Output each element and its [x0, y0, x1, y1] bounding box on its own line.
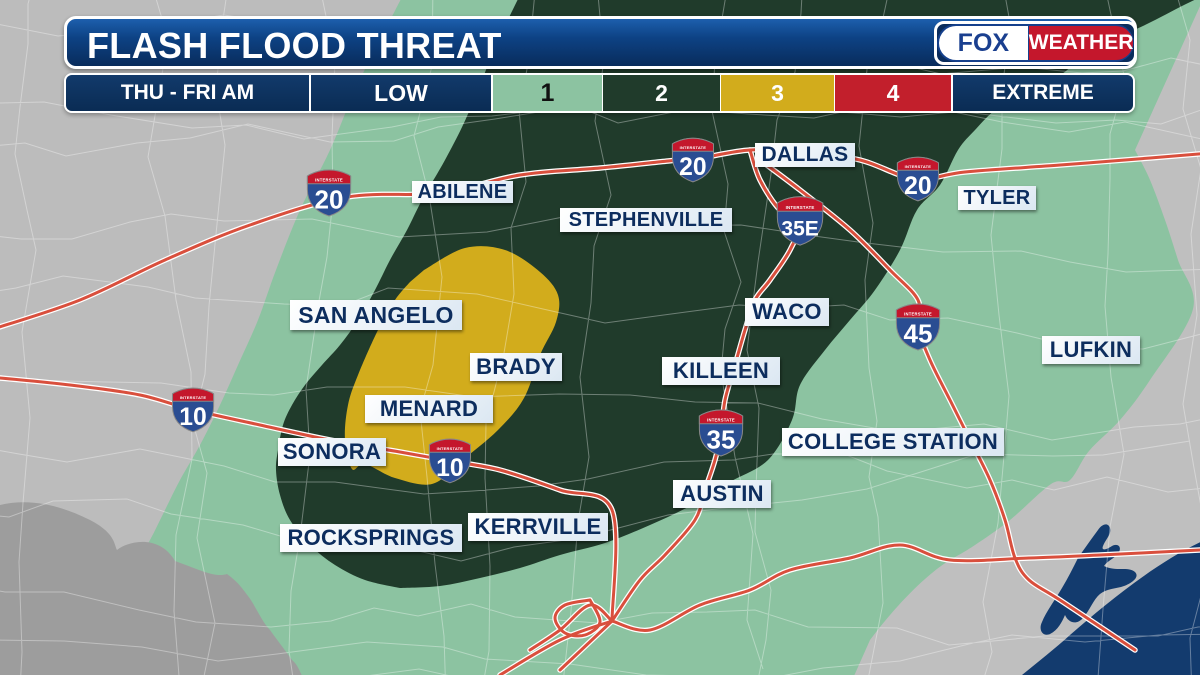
svg-text:INTERSTATE: INTERSTATE: [437, 446, 464, 451]
svg-text:INTERSTATE: INTERSTATE: [315, 177, 343, 182]
svg-text:35E: 35E: [781, 218, 818, 241]
svg-text:INTERSTATE: INTERSTATE: [707, 417, 735, 422]
svg-text:20: 20: [315, 185, 344, 215]
svg-text:10: 10: [179, 404, 206, 431]
svg-text:20: 20: [679, 154, 706, 181]
svg-text:20: 20: [904, 173, 931, 200]
svg-text:INTERSTATE: INTERSTATE: [904, 311, 932, 316]
svg-text:INTERSTATE: INTERSTATE: [905, 164, 932, 169]
svg-text:35: 35: [707, 425, 736, 455]
svg-text:INTERSTATE: INTERSTATE: [680, 145, 707, 150]
svg-text:45: 45: [904, 319, 933, 349]
svg-text:INTERSTATE: INTERSTATE: [180, 395, 207, 400]
svg-text:10: 10: [436, 455, 463, 482]
svg-text:INTERSTATE: INTERSTATE: [786, 205, 815, 210]
